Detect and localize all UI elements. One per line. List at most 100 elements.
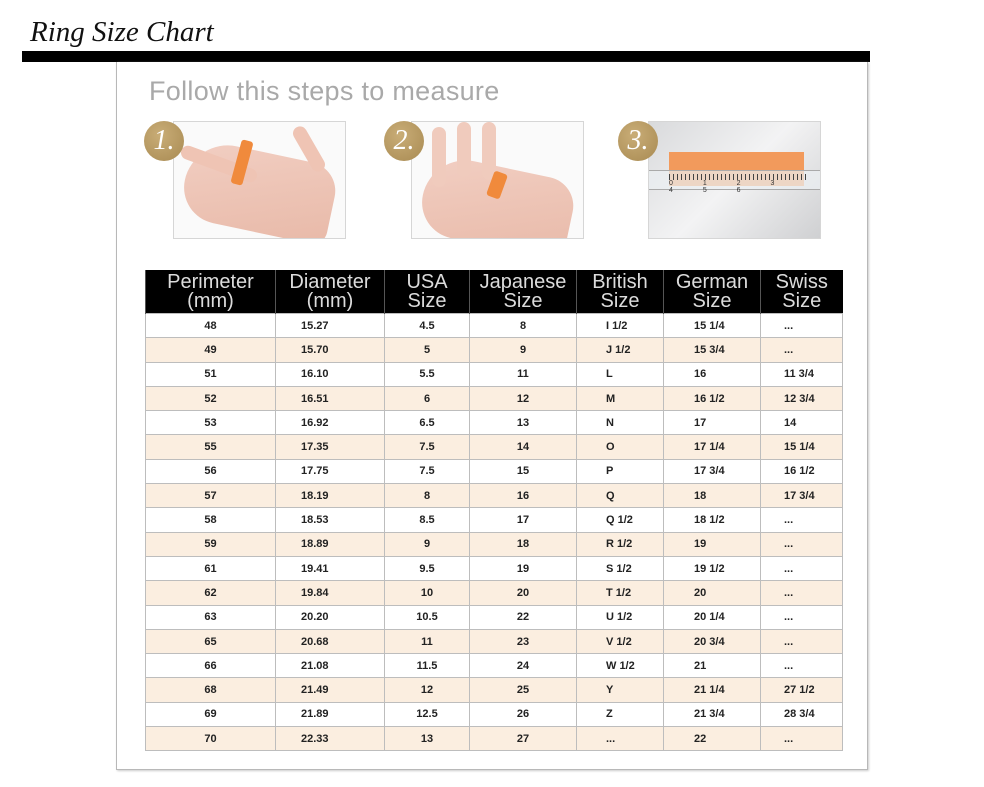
cell-diameter: 19.84: [275, 580, 385, 606]
column-header-japanese: Japanese Size: [469, 270, 577, 314]
cell-perimeter: 52: [145, 385, 276, 412]
finger: [482, 122, 496, 180]
cell-german: 20 3/4: [663, 628, 761, 655]
cell-usa: 11: [384, 628, 470, 655]
cell-perimeter: 69: [145, 701, 276, 728]
cell-usa: 9.5: [384, 555, 470, 582]
cell-perimeter: 51: [145, 361, 276, 387]
cell-german: 16: [663, 361, 761, 387]
table-row: 59 18.89 9 18 R 1/2 19...: [145, 531, 843, 557]
cell-japanese: 18: [469, 531, 577, 557]
cell-british: P: [576, 458, 664, 485]
cell-british: J 1/2: [576, 337, 664, 363]
ruler-numbers: 0 1 2 3 4 5 6: [669, 180, 789, 194]
table-row: 62 19.84 10 20 T 1/2 20...: [145, 580, 843, 606]
cell-swiss: ...: [760, 555, 843, 582]
cell-japanese: 14: [469, 434, 577, 460]
cell-usa: 6.5: [384, 410, 470, 436]
cell-british: L: [576, 361, 664, 387]
cell-usa: 10.5: [384, 604, 470, 630]
cell-german: 17 1/4: [663, 434, 761, 460]
cell-usa: 7.5: [384, 458, 470, 485]
cell-british: Z: [576, 701, 664, 728]
cell-perimeter: 65: [145, 628, 276, 655]
cell-diameter: 22.33: [275, 726, 385, 752]
cell-swiss: ...: [760, 531, 843, 557]
cell-diameter: 15.70: [275, 337, 385, 363]
cell-german: 19: [663, 531, 761, 557]
cell-perimeter: 59: [145, 531, 276, 557]
cell-usa: 10: [384, 580, 470, 606]
cell-diameter: 17.35: [275, 434, 385, 460]
table-row: 68 21.49 12 25 Y 21 1/4 27 1/2: [145, 677, 843, 703]
cell-swiss: 12 3/4: [760, 385, 843, 412]
column-header-line: Size: [782, 289, 822, 312]
cell-british: R 1/2: [576, 531, 664, 557]
cell-german: 18 1/2: [663, 507, 761, 533]
cell-japanese: 13: [469, 410, 577, 436]
cell-british: I 1/2: [576, 312, 664, 339]
cell-german: 18: [663, 483, 761, 509]
table-row: 53 16.92 6.5 13 N 17 14: [145, 410, 843, 436]
cell-german: 15 1/4: [663, 312, 761, 339]
cell-swiss: 16 1/2: [760, 458, 843, 485]
cell-japanese: 23: [469, 628, 577, 655]
table-row: 70 22.33 13 27... 22...: [145, 726, 843, 752]
cell-japanese: 24: [469, 653, 577, 679]
cell-german: 21 3/4: [663, 701, 761, 728]
column-header-line: Size: [503, 289, 543, 312]
finger: [432, 127, 446, 187]
cell-diameter: 16.92: [275, 410, 385, 436]
cell-german: 17 3/4: [663, 458, 761, 485]
table-row: 49 15.70 5 9 J 1/2 15 3/4...: [145, 337, 843, 363]
cell-usa: 12: [384, 677, 470, 703]
cell-perimeter: 63: [145, 604, 276, 630]
column-header-line: Perimeter: [167, 270, 254, 293]
cell-japanese: 12: [469, 385, 577, 412]
column-header-line: Diameter: [289, 270, 371, 293]
cell-swiss: 15 1/4: [760, 434, 843, 460]
cell-diameter: 18.19: [275, 483, 385, 509]
cell-diameter: 17.75: [275, 458, 385, 485]
cell-british: W 1/2: [576, 653, 664, 679]
column-header-line: British: [592, 270, 648, 293]
cell-usa: 5.5: [384, 361, 470, 387]
table-row: 52 16.51 6 12 M 16 1/2 12 3/4: [145, 385, 843, 412]
page-title: Ring Size Chart: [30, 16, 214, 48]
cell-swiss: 28 3/4: [760, 701, 843, 728]
cell-british: M: [576, 385, 664, 412]
cell-usa: 4.5: [384, 312, 470, 339]
cell-british: Q 1/2: [576, 507, 664, 533]
table-row: 66 21.08 11.5 24 W 1/2 21...: [145, 653, 843, 679]
column-header-line: Japanese: [479, 270, 567, 293]
column-header-line: Swiss: [775, 270, 828, 293]
chart-panel: [116, 62, 868, 770]
table-row: 65 20.68 11 23 V 1/2 20 3/4...: [145, 628, 843, 655]
column-header-line: Size: [407, 289, 447, 312]
cell-british: S 1/2: [576, 555, 664, 582]
cell-british: T 1/2: [576, 580, 664, 606]
cell-usa: 5: [384, 337, 470, 363]
cell-diameter: 20.20: [275, 604, 385, 630]
step-3-photo: 0 1 2 3 4 5 6: [648, 121, 821, 239]
cell-usa: 11.5: [384, 653, 470, 679]
cell-japanese: 16: [469, 483, 577, 509]
cell-japanese: 22: [469, 604, 577, 630]
cell-perimeter: 58: [145, 507, 276, 533]
cell-japanese: 8: [469, 312, 577, 339]
cell-swiss: 27 1/2: [760, 677, 843, 703]
cell-swiss: 14: [760, 410, 843, 436]
cell-british: O: [576, 434, 664, 460]
cell-diameter: 21.49: [275, 677, 385, 703]
column-header-line: Size: [600, 289, 640, 312]
steps-heading: Follow this steps to measure: [149, 76, 500, 106]
table-row: 51 16.10 5.5 11 L 16 11 3/4: [145, 361, 843, 387]
cell-perimeter: 70: [145, 726, 276, 752]
table-row: 69 21.89 12.5 26 Z 21 3/4 28 3/4: [145, 701, 843, 728]
column-header-line: (mm): [187, 289, 234, 312]
cell-usa: 7.5: [384, 434, 470, 460]
cell-perimeter: 48: [145, 312, 276, 339]
cell-usa: 13: [384, 726, 470, 752]
cell-swiss: ...: [760, 726, 843, 752]
cell-perimeter: 56: [145, 458, 276, 485]
